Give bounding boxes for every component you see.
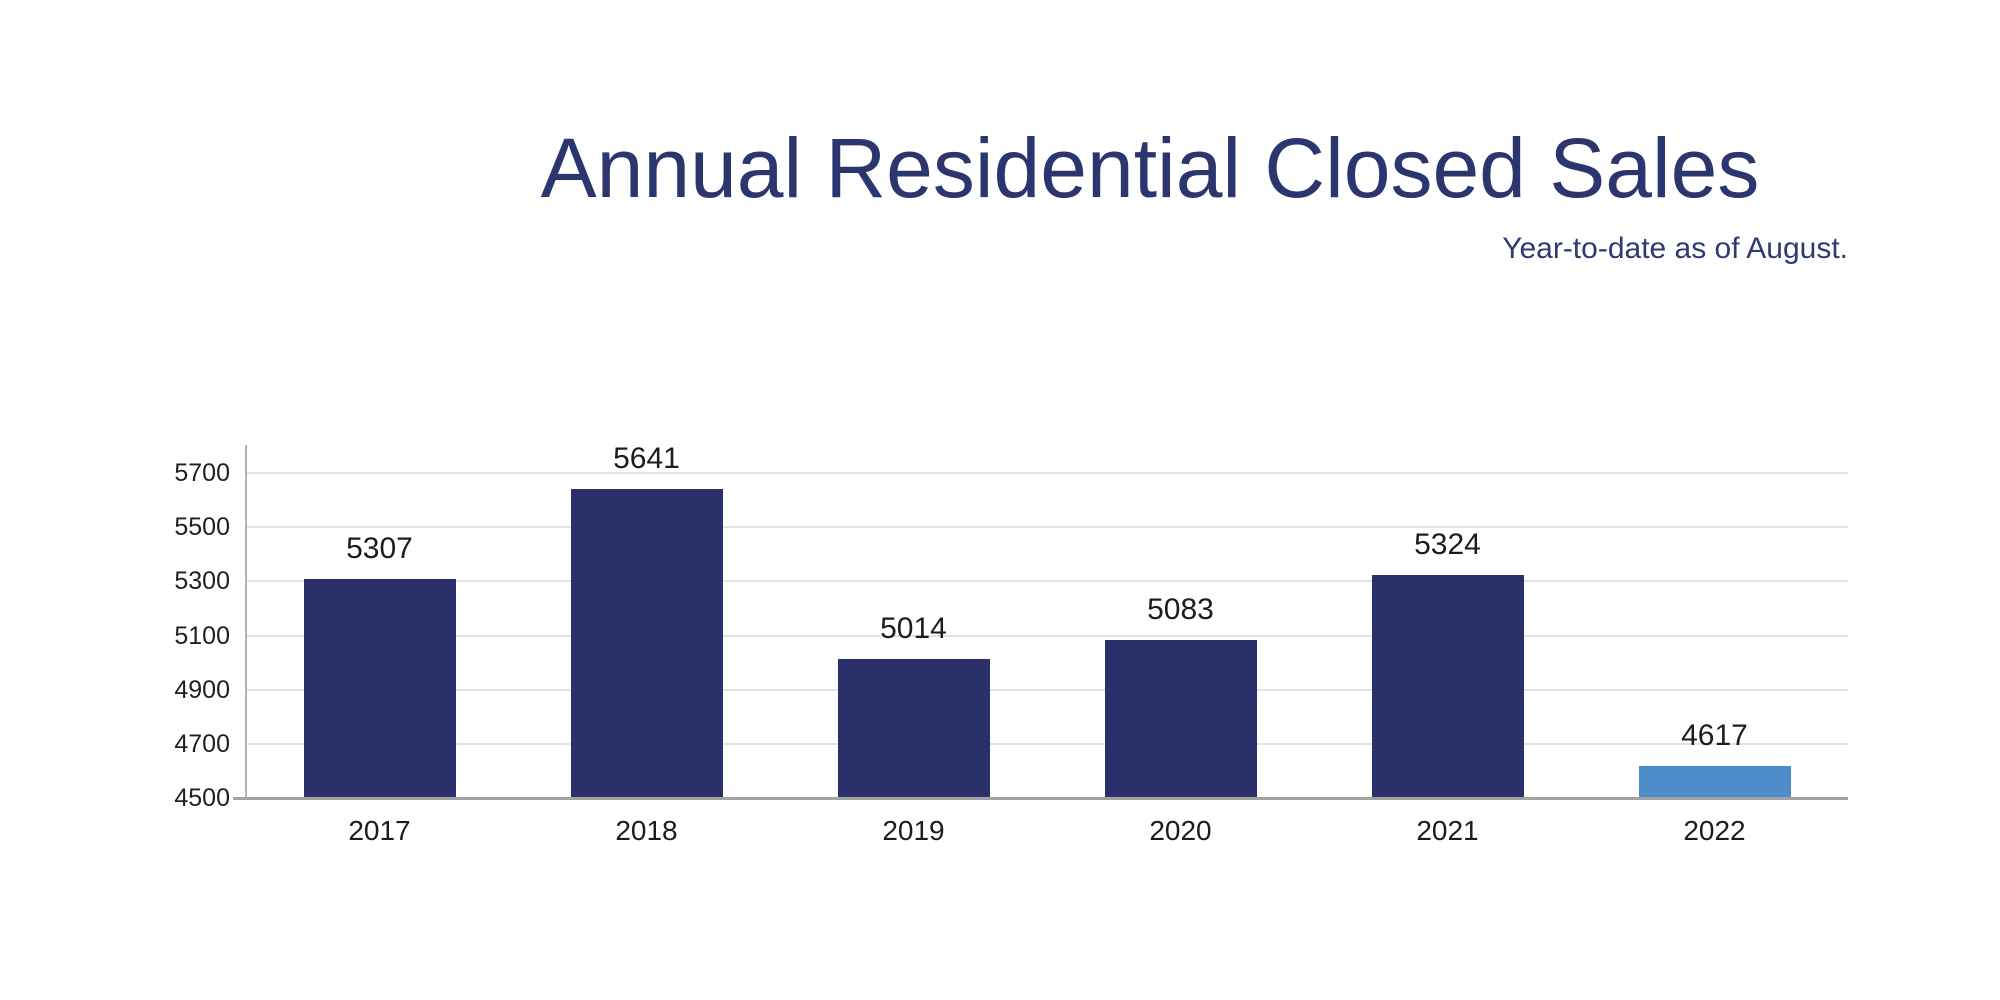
x-axis-category-label-2022: 2022 [1683,815,1746,846]
y-axis-line [245,445,247,798]
gridline-4700 [246,742,1848,745]
y-axis-tick-label: 4500 [174,784,230,812]
gridline-5700 [246,472,1848,474]
bar-value-label-2018: 5641 [613,441,680,475]
y-axis-tick-label: 4700 [174,729,230,758]
x-axis-category-label-2021: 2021 [1416,815,1479,846]
bar-value-label-2019: 5014 [880,611,947,645]
x-axis-category-label-2020: 2020 [1149,815,1212,846]
gridline-5100 [246,634,1848,637]
gridline-5300 [246,580,1848,583]
y-axis-tick-label: 5700 [174,459,230,487]
chart-subtitle: Year-to-date as of August. [1502,232,1848,265]
bar-2018 [570,488,723,798]
x-axis-category-label-2017: 2017 [348,815,411,846]
x-axis-category-label-2018: 2018 [615,815,678,846]
bar-value-label-2017: 5307 [346,532,413,566]
y-axis-tick-label: 5500 [174,513,230,542]
y-axis-tick-label: 4900 [174,675,230,704]
bar-2021 [1371,574,1524,798]
bar-value-label-2022: 4617 [1681,719,1748,753]
bar-2017 [303,579,456,798]
bar-2020 [1104,640,1257,798]
y-axis-tick-label: 5300 [174,567,230,596]
bar-value-label-2020: 5083 [1147,593,1214,627]
x-axis-baseline [233,797,1848,800]
bar-value-label-2021: 5324 [1414,527,1481,561]
gridline-5500 [246,526,1848,529]
page-title: Annual Residential Closed Sales [540,121,1760,215]
gridline-4900 [246,688,1848,691]
x-axis-category-label-2019: 2019 [882,815,945,846]
bar-2019 [837,658,990,798]
y-axis-tick-label: 5100 [174,621,230,650]
bar-2022 [1638,766,1791,798]
